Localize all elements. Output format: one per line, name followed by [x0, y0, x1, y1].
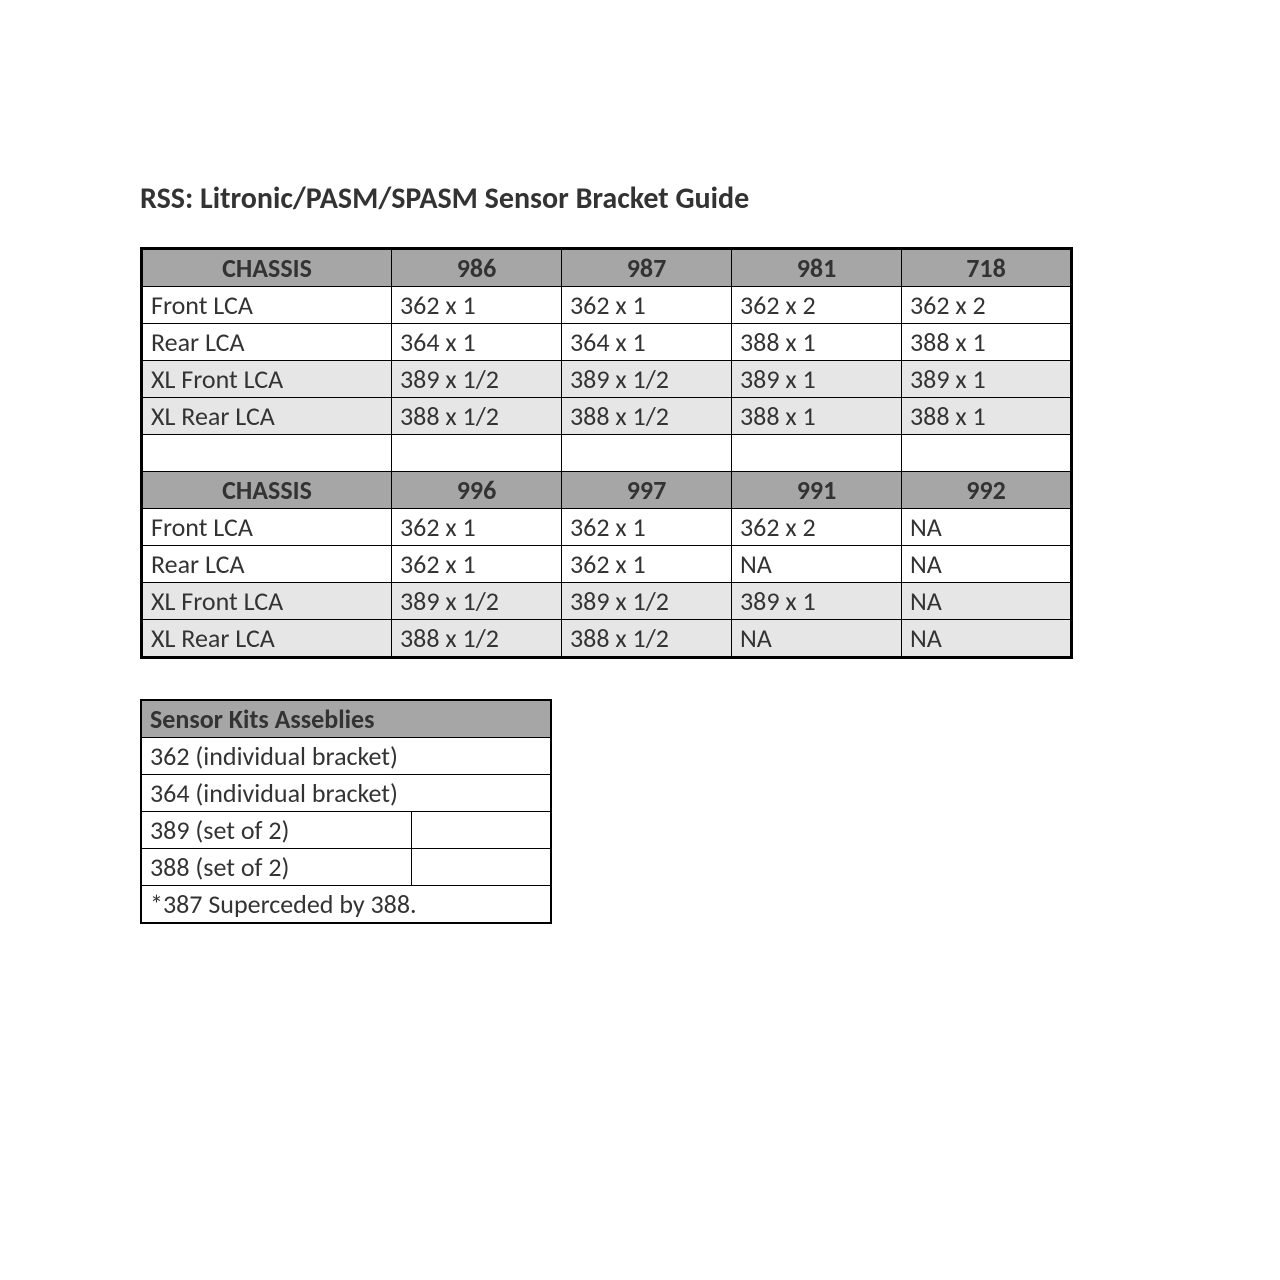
table-cell: 388 x 1/2: [562, 620, 732, 658]
table-cell: 362 x 2: [732, 287, 902, 324]
chassis-header-label: CHASSIS: [142, 249, 392, 287]
chassis-header-col: 986: [392, 249, 562, 287]
chassis-header-col: 718: [902, 249, 1072, 287]
table-cell: NA: [902, 583, 1072, 620]
chassis-header-col: 997: [562, 472, 732, 509]
table-cell: NA: [902, 509, 1072, 546]
spacer-row: [142, 435, 1072, 472]
row-label: Rear LCA: [142, 546, 392, 583]
table-cell: 389 x 1: [732, 361, 902, 398]
table-cell: 388 x 1: [732, 398, 902, 435]
table-cell: 362 x 1: [562, 509, 732, 546]
table-cell: 364 x 1: [392, 324, 562, 361]
chassis-header-col: 992: [902, 472, 1072, 509]
table-row: Rear LCA364 x 1364 x 1388 x 1388 x 1: [142, 324, 1072, 361]
chassis-header-col: 987: [562, 249, 732, 287]
kits-cell-empty: [411, 812, 551, 849]
chassis-header-col: 996: [392, 472, 562, 509]
table-cell: 364 x 1: [562, 324, 732, 361]
table-row: Front LCA362 x 1362 x 1362 x 2NA: [142, 509, 1072, 546]
table-cell: NA: [732, 620, 902, 658]
table-cell: NA: [732, 546, 902, 583]
kits-cell: 362 (individual bracket): [141, 738, 551, 775]
table-cell: 388 x 1/2: [562, 398, 732, 435]
kits-row: 389 (set of 2): [141, 812, 551, 849]
kits-cell: *387 Superceded by 388.: [141, 886, 551, 924]
kits-table: Sensor Kits Asseblies362 (individual bra…: [140, 699, 552, 924]
table-row: XL Front LCA389 x 1/2389 x 1/2389 x 1NA: [142, 583, 1072, 620]
table-cell: 362 x 2: [732, 509, 902, 546]
table-cell: 362 x 2: [902, 287, 1072, 324]
row-label: XL Rear LCA: [142, 620, 392, 658]
table-cell: 362 x 1: [562, 546, 732, 583]
table-cell: NA: [902, 546, 1072, 583]
row-label: Front LCA: [142, 509, 392, 546]
chassis-header-col: 991: [732, 472, 902, 509]
kits-row: 388 (set of 2): [141, 849, 551, 886]
page: RSS: Litronic/PASM/SPASM Sensor Bracket …: [0, 0, 1280, 924]
table-cell: 389 x 1/2: [562, 361, 732, 398]
kits-cell-empty: [411, 849, 551, 886]
row-label: Rear LCA: [142, 324, 392, 361]
row-label: Front LCA: [142, 287, 392, 324]
chassis-table: CHASSIS986987981718Front LCA362 x 1362 x…: [140, 247, 1073, 659]
table-cell: 362 x 1: [392, 546, 562, 583]
table-cell: NA: [902, 620, 1072, 658]
kits-cell: 388 (set of 2): [141, 849, 411, 886]
row-label: XL Rear LCA: [142, 398, 392, 435]
table-row: XL Front LCA389 x 1/2389 x 1/2389 x 1389…: [142, 361, 1072, 398]
chassis-header-col: 981: [732, 249, 902, 287]
table-cell: 389 x 1/2: [392, 361, 562, 398]
table-row: Front LCA362 x 1362 x 1362 x 2362 x 2: [142, 287, 1072, 324]
table-cell: 388 x 1/2: [392, 398, 562, 435]
kits-row: *387 Superceded by 388.: [141, 886, 551, 924]
page-title: RSS: Litronic/PASM/SPASM Sensor Bracket …: [140, 180, 1140, 217]
table-cell: 388 x 1: [902, 324, 1072, 361]
table-cell: 389 x 1/2: [562, 583, 732, 620]
table-cell: 362 x 1: [562, 287, 732, 324]
row-label: XL Front LCA: [142, 583, 392, 620]
table-cell: 388 x 1/2: [392, 620, 562, 658]
table-cell: 389 x 1/2: [392, 583, 562, 620]
table-cell: 362 x 1: [392, 509, 562, 546]
kits-row: 364 (individual bracket): [141, 775, 551, 812]
kits-header: Sensor Kits Asseblies: [141, 700, 551, 738]
kits-row: 362 (individual bracket): [141, 738, 551, 775]
table-cell: 388 x 1: [902, 398, 1072, 435]
table-row: XL Rear LCA388 x 1/2388 x 1/2NANA: [142, 620, 1072, 658]
table-cell: 388 x 1: [732, 324, 902, 361]
table-cell: 389 x 1: [902, 361, 1072, 398]
table-cell: 362 x 1: [392, 287, 562, 324]
chassis-header-label: CHASSIS: [142, 472, 392, 509]
kits-cell: 364 (individual bracket): [141, 775, 551, 812]
table-cell: 389 x 1: [732, 583, 902, 620]
table-row: XL Rear LCA388 x 1/2388 x 1/2388 x 1388 …: [142, 398, 1072, 435]
kits-cell: 389 (set of 2): [141, 812, 411, 849]
table-row: Rear LCA362 x 1362 x 1NANA: [142, 546, 1072, 583]
row-label: XL Front LCA: [142, 361, 392, 398]
